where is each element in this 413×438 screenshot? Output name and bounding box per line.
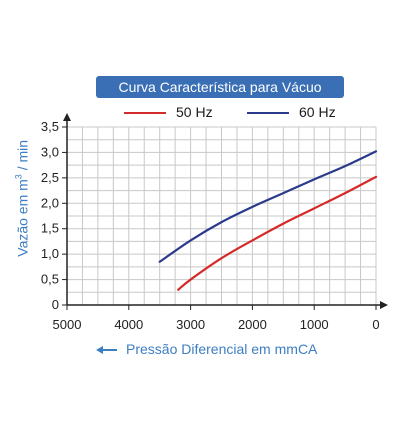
y-axis-arrow	[63, 113, 71, 121]
y-axis-label: Vazão em m3 / min	[2, 140, 42, 257]
y-axis-label-sup: 3	[13, 174, 24, 180]
legend-line-60hz	[247, 112, 289, 114]
y-axis-label-suffix: / min	[14, 139, 31, 175]
x-axis-arrow	[380, 301, 388, 309]
y-tick-label: 2,0	[41, 195, 59, 210]
legend-label-60hz: 60 Hz	[299, 104, 336, 120]
y-tick-label: 3,0	[41, 144, 59, 159]
x-axis-label-text: Pressão Diferencial em mmCA	[126, 341, 318, 357]
x-tick-label: 5000	[53, 317, 82, 332]
x-tick-label: 2000	[238, 317, 267, 332]
x-tick-label: 1000	[300, 317, 329, 332]
chart-title: Curva Característica para Vácuo	[96, 76, 344, 98]
series-line-60hz	[158, 150, 378, 263]
series-lines	[158, 150, 378, 291]
x-axis-label: Pressão Diferencial em mmCA	[96, 341, 396, 361]
left-arrow-icon	[96, 346, 117, 355]
legend-label-50hz: 50 Hz	[176, 104, 213, 120]
series-line-50hz	[177, 175, 378, 291]
tick-labels: 0 0,5 1,0 1,5 2,0 2,5 3,0 3,5 5000 4000 3000 2000 10…	[41, 119, 380, 332]
x-tick-label: 4000	[114, 317, 143, 332]
axes	[62, 113, 388, 310]
y-tick-label: 0	[52, 297, 59, 312]
y-tick-label: 0,5	[41, 272, 59, 287]
y-tick-label: 1,0	[41, 246, 59, 261]
x-tick-label: 3000	[176, 317, 205, 332]
y-tick-label: 1,5	[41, 221, 59, 236]
grid	[66, 126, 377, 306]
y-tick-label: 3,5	[41, 119, 59, 134]
y-tick-label: 2,5	[41, 170, 59, 185]
y-axis-label-prefix: Vazão em m	[14, 179, 31, 257]
x-tick-label: 0	[372, 317, 379, 332]
legend-line-50hz	[124, 112, 166, 114]
